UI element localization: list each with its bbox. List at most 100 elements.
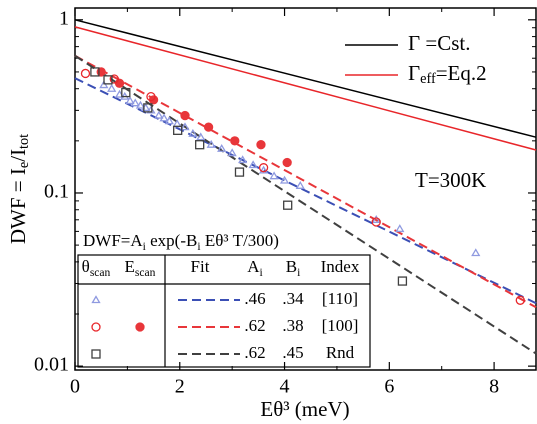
data-point: [125, 96, 135, 105]
data-point: [164, 116, 174, 125]
data-point: [143, 103, 153, 113]
data-point: [109, 74, 119, 84]
data-point: [195, 140, 205, 150]
data-point: [172, 119, 182, 128]
data-point: [238, 155, 248, 164]
y-tick-label: 0.1: [44, 181, 69, 203]
x-tick-label: 6: [384, 376, 394, 398]
data-point: [188, 128, 198, 137]
table-cell: Rnd: [326, 343, 355, 362]
legend-marker: [135, 322, 145, 332]
data-point: [515, 295, 525, 305]
plot-frame: [74, 7, 537, 371]
data-point: [146, 91, 156, 102]
table-header-part: i: [260, 266, 263, 279]
table-header: Bi: [286, 257, 301, 279]
table-header-part: Index: [321, 257, 360, 276]
data-point: [279, 175, 290, 184]
data-point: [196, 132, 206, 141]
table-cell: .62: [244, 343, 265, 362]
data-point: [269, 171, 279, 180]
data-point: [230, 136, 240, 146]
table-header: θscan: [82, 257, 111, 279]
table-header-part: scan: [90, 266, 111, 279]
x-tick-label: 0: [70, 376, 80, 398]
data-point: [283, 200, 293, 210]
y-tick-label: 1: [59, 7, 69, 29]
data-point: [217, 143, 227, 152]
table-header-part: B: [286, 257, 297, 276]
data-point: [99, 80, 109, 89]
data-point: [180, 110, 190, 121]
x-axis-label: Eθ³ (meV): [260, 397, 349, 421]
formula-part: Eθ³ T/300): [201, 231, 279, 250]
table-cell: .34: [282, 289, 304, 308]
data-point: [130, 98, 140, 107]
data-point: [282, 157, 292, 168]
table-header: Index: [321, 257, 360, 276]
data-point: [471, 248, 481, 257]
formula-part: DWF=A: [83, 231, 143, 250]
y-axis-label: DWF = Ie/Itot: [6, 134, 32, 244]
data-point: [135, 100, 146, 109]
legend-label-part: eff: [420, 71, 436, 87]
data-point: [121, 87, 131, 98]
legend-label: Γ =Cst.: [408, 31, 471, 55]
legend-label-part: =Eq.2: [436, 61, 487, 85]
data-point: [227, 148, 237, 157]
data-point: [248, 160, 258, 169]
x-tick-label: 4: [280, 376, 290, 398]
table-header: Escan: [125, 257, 156, 279]
data-point: [90, 67, 100, 77]
theory-line: [74, 26, 537, 151]
data-point: [371, 217, 381, 227]
data-point: [114, 78, 125, 88]
y-tick-label: 0.01: [34, 354, 69, 376]
formula-part: exp(-B: [146, 231, 197, 250]
data-point: [206, 139, 216, 148]
legend-marker: [91, 295, 101, 304]
table-cell: .45: [282, 343, 303, 362]
legend-label-part: Γ: [408, 61, 420, 85]
data-point: [371, 215, 381, 223]
formula: DWF=Ai exp(-Bi Eθ³ T/300): [83, 231, 279, 253]
table-cell: [100]: [322, 316, 359, 335]
table-header-part: scan: [135, 266, 156, 279]
formula-part: i: [143, 240, 146, 253]
x-tick-label: 8: [489, 376, 499, 398]
table-cell: .46: [244, 289, 265, 308]
theory-line: [74, 19, 537, 138]
data-point: [159, 113, 169, 122]
table-header-part: θ: [82, 257, 90, 276]
data-point: [203, 122, 214, 132]
table-header-part: A: [247, 257, 260, 276]
legend-label-part: Γ =Cst.: [408, 31, 471, 55]
data-point: [146, 105, 156, 114]
table-header-part: Fit: [191, 257, 210, 276]
table-cell: .38: [282, 316, 303, 335]
data-point: [234, 167, 245, 177]
table-header: Fit: [191, 257, 210, 276]
data-point: [295, 181, 305, 189]
data-point: [154, 110, 164, 119]
data-point: [180, 122, 190, 131]
table-header: Ai: [247, 257, 263, 279]
y-axis-label-part: e: [16, 162, 32, 168]
y-axis-label-part: tot: [16, 134, 32, 149]
data-point: [258, 165, 269, 174]
table-header-part: E: [125, 257, 135, 276]
data-point: [80, 68, 91, 79]
table-cell: .62: [244, 316, 265, 335]
legend-marker: [91, 322, 101, 332]
data-point: [103, 75, 113, 85]
x-tick-label: 2: [175, 376, 185, 398]
data-point: [256, 140, 266, 150]
legend-label: Γeff=Eq.2: [408, 61, 487, 87]
data-point: [173, 125, 183, 135]
y-axis-label-part: DWF = I: [6, 168, 30, 244]
y-axis-label-part: /I: [6, 149, 30, 162]
data-point: [397, 276, 408, 286]
data-point: [258, 163, 269, 173]
formula-part: i: [197, 240, 200, 253]
